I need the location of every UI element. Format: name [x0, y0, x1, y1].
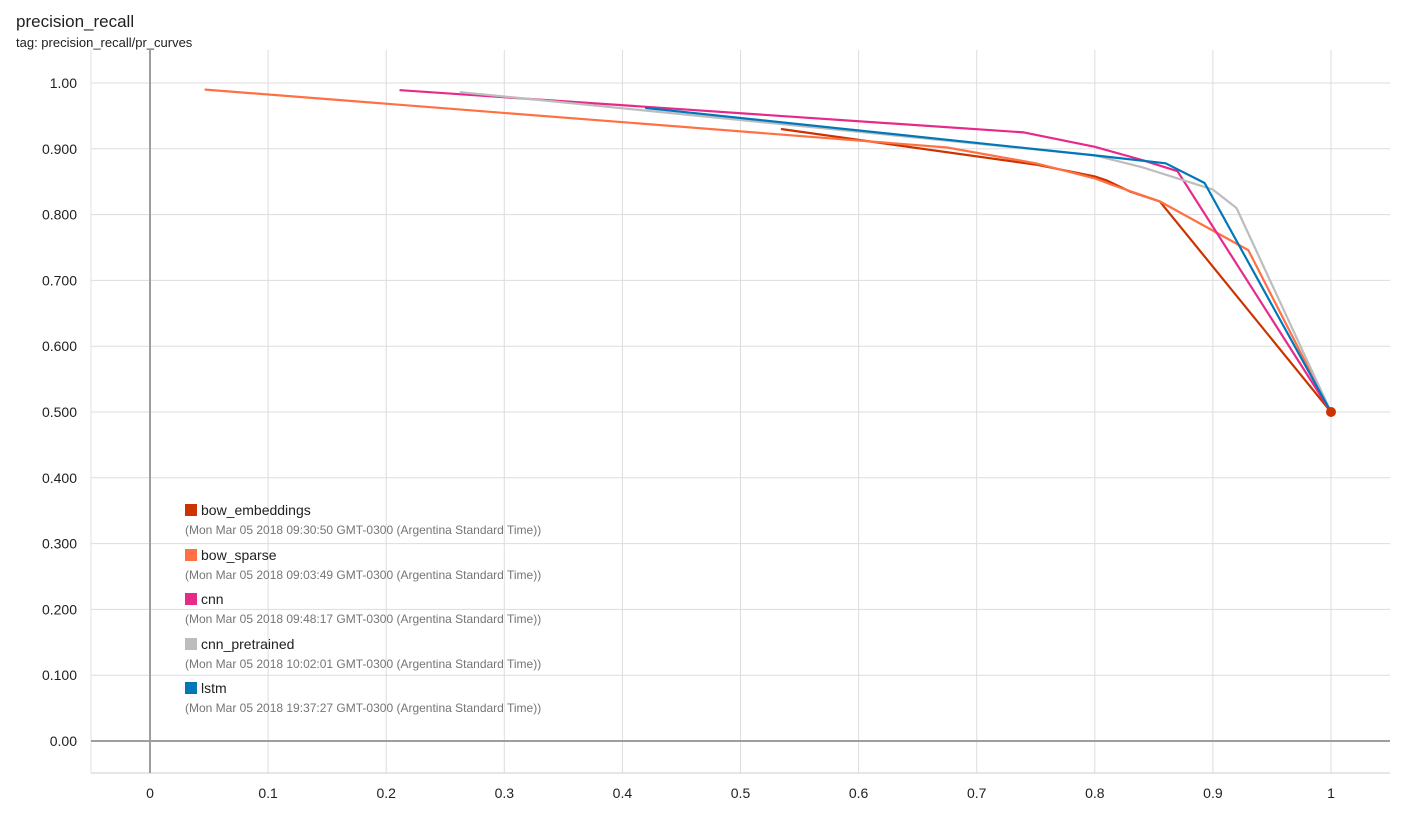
series-line-cnn-pretrained[interactable]	[459, 91, 1333, 414]
legend-series-timestamp: (Mon Mar 05 2018 09:30:50 GMT-0300 (Arge…	[185, 523, 542, 537]
series-line-bow-sparse[interactable]	[204, 88, 1333, 414]
series-lines[interactable]	[204, 88, 1337, 417]
x-tick-label: 0.2	[376, 785, 396, 801]
legend-swatch	[185, 593, 197, 605]
x-tick-label: 0.9	[1203, 785, 1223, 801]
legend-series-name: lstm	[201, 680, 227, 696]
x-tick-label: 0.1	[258, 785, 278, 801]
y-tick-label: 0.900	[42, 141, 77, 157]
x-tick-label: 0.6	[849, 785, 869, 801]
legend-series-timestamp: (Mon Mar 05 2018 19:37:27 GMT-0300 (Arge…	[185, 701, 542, 715]
legend-series-timestamp: (Mon Mar 05 2018 09:48:17 GMT-0300 (Arge…	[185, 612, 542, 626]
legend-series-name: cnn_pretrained	[201, 635, 295, 652]
legend-series-timestamp: (Mon Mar 05 2018 09:03:49 GMT-0300 (Arge…	[185, 567, 542, 582]
grid-lines	[91, 50, 1390, 773]
x-tick-label: 0.5	[731, 785, 751, 801]
series-line-lstm[interactable]	[644, 106, 1333, 414]
x-tick-label: 0.4	[613, 785, 633, 801]
y-tick-label: 0.400	[42, 470, 77, 486]
x-tick-label: 0.8	[1085, 785, 1105, 801]
x-tick-label: 0.7	[967, 785, 987, 801]
x-tick-label: 0	[146, 785, 154, 801]
chart-tag: tag: precision_recall/pr_curves	[16, 35, 193, 50]
x-axis-ticks: 0 0.1 0.2 0.3 0.4 0.5 0.6 0.7 0.8 0.9 1	[146, 785, 1335, 801]
series-line-bow-embeddings[interactable]	[780, 128, 1333, 414]
y-tick-label: 0.800	[42, 207, 77, 223]
y-tick-label: 0.600	[42, 338, 77, 354]
y-tick-label: 1.00	[50, 75, 77, 91]
legend-series-name: bow_sparse	[201, 546, 277, 563]
legend-series-timestamp: (Mon Mar 05 2018 10:02:01 GMT-0300 (Arge…	[185, 656, 542, 671]
x-tick-label: 0.3	[495, 785, 515, 801]
y-axis-ticks: 0.00 0.100 0.200 0.300 0.400 0.500 0.600 0.700 0…	[42, 75, 77, 749]
y-tick-label: 0.300	[42, 536, 77, 552]
y-tick-label: 0.100	[42, 667, 77, 683]
legend-swatch	[185, 548, 197, 561]
legend-series-name: bow_embeddings	[201, 502, 311, 518]
terminal-point-marker[interactable]	[1326, 407, 1336, 417]
axes	[90, 50, 1390, 774]
legend-swatch	[185, 682, 197, 694]
x-tick-label: 1	[1327, 785, 1335, 801]
y-tick-label: 0.200	[42, 601, 77, 617]
y-tick-label: 0.00	[50, 733, 77, 749]
chart-title: precision_recall	[16, 12, 135, 31]
legend-swatch	[185, 504, 197, 516]
y-tick-label: 0.500	[42, 404, 77, 420]
legend-swatch	[185, 637, 197, 650]
y-tick-label: 0.700	[42, 272, 77, 288]
legend-series-name: cnn	[201, 591, 224, 607]
series-line-cnn[interactable]	[399, 89, 1333, 414]
